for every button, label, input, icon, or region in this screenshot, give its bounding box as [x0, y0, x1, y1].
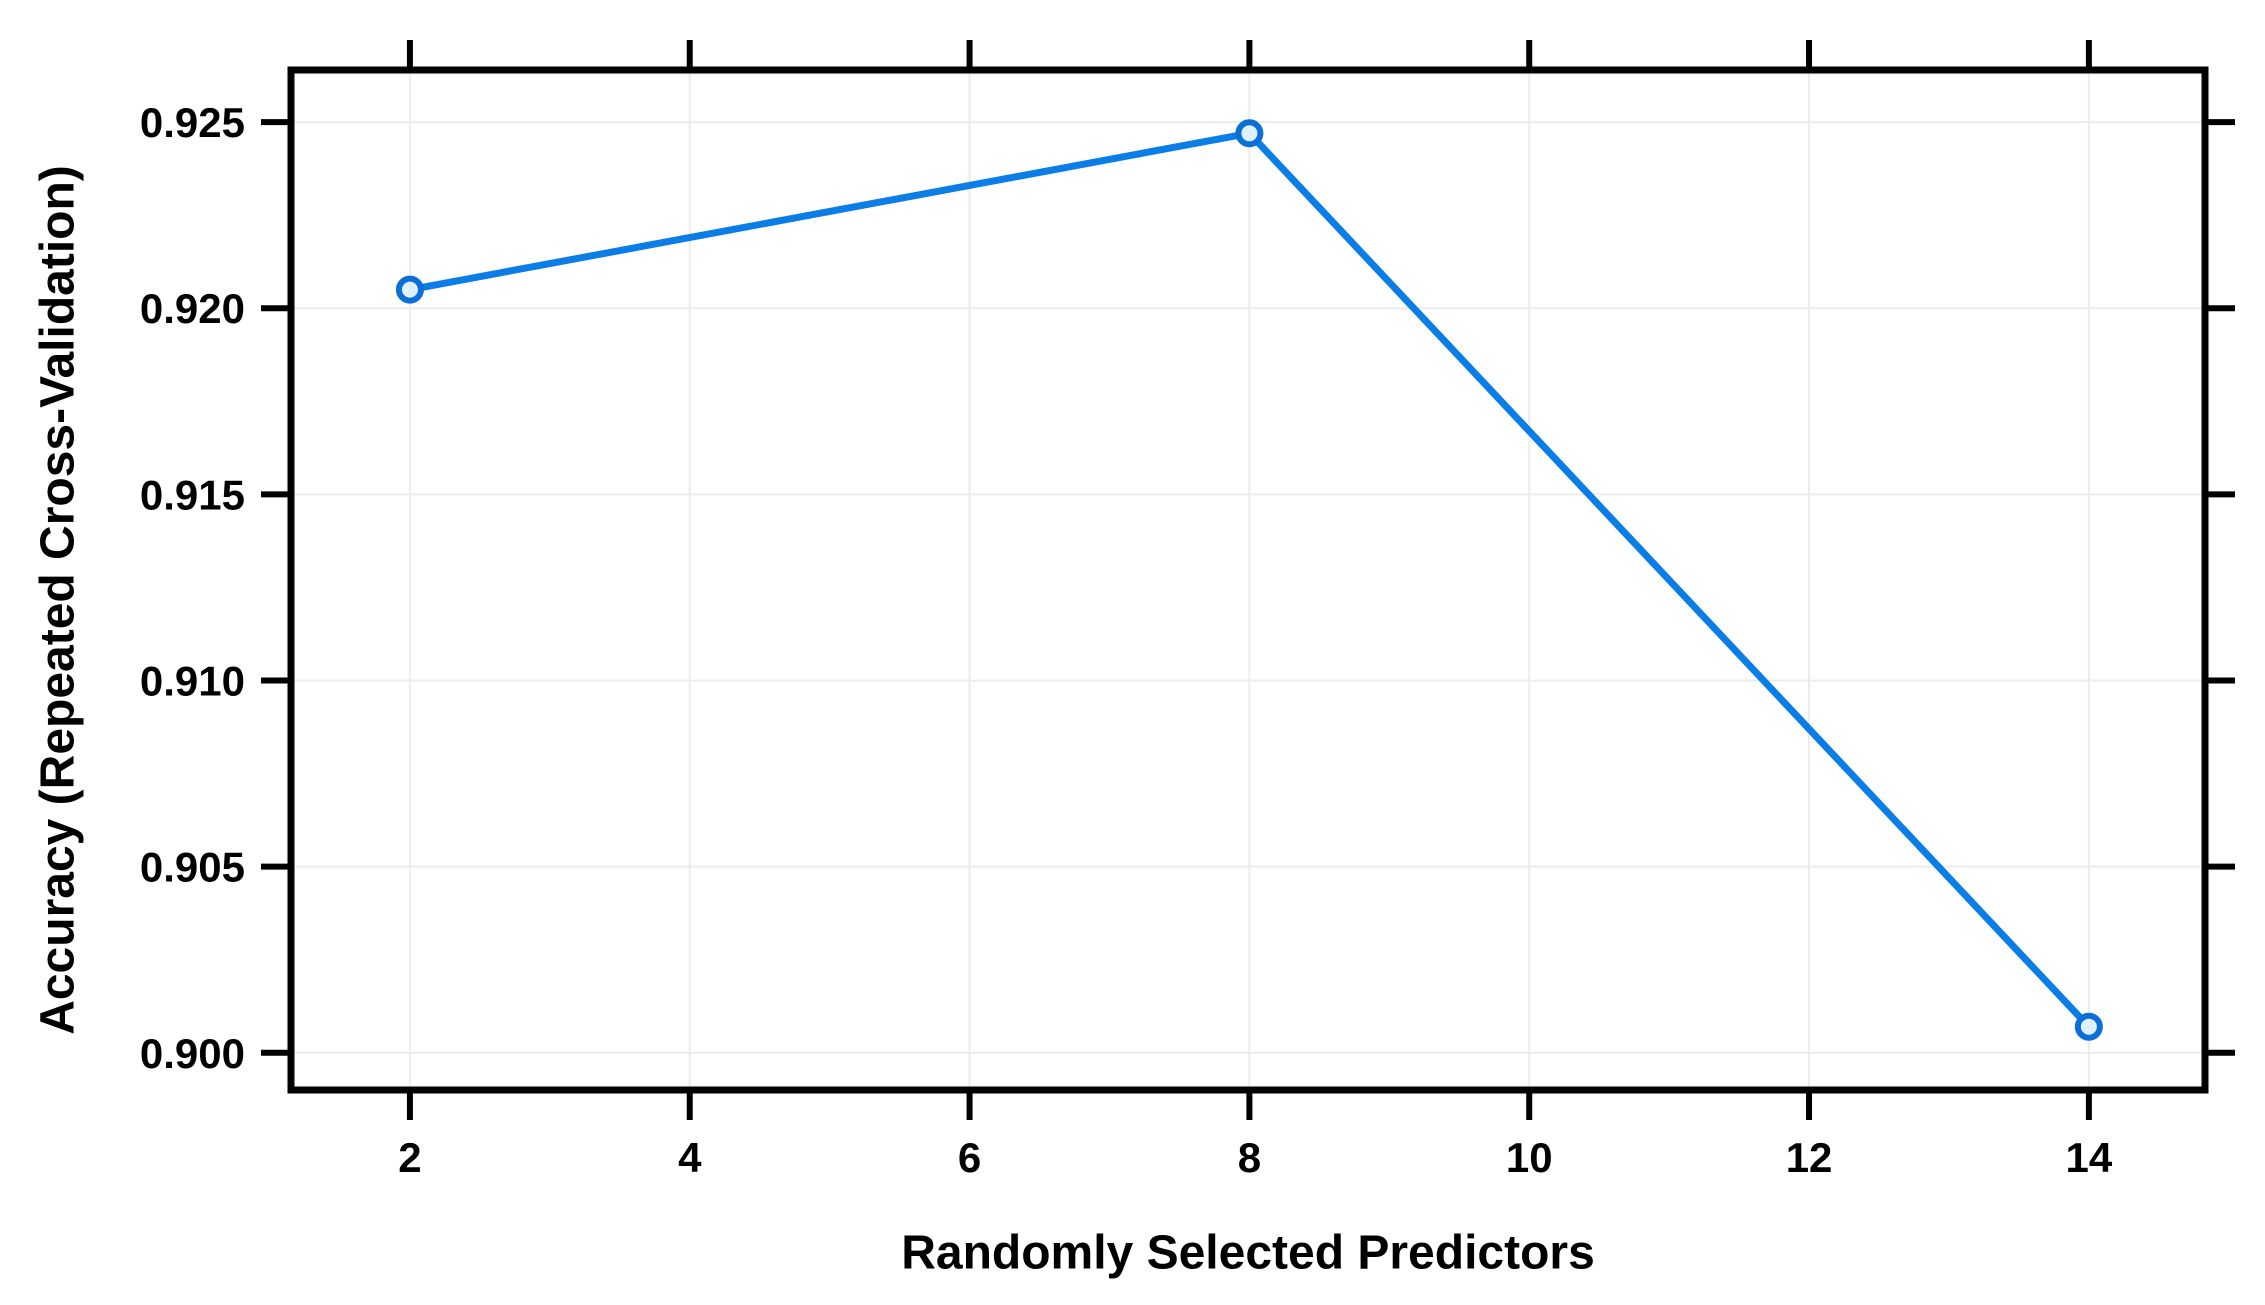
y-tick-label: 0.910: [140, 658, 245, 705]
y-tick-label: 0.915: [140, 471, 245, 518]
y-tick-label: 0.920: [140, 285, 245, 332]
y-axis-title: Accuracy (Repeated Cross-Validation): [31, 165, 85, 1035]
data-point-marker: [2074, 1012, 2103, 1041]
x-tick-label: 12: [1786, 1134, 1833, 1181]
x-tick-label: 4: [678, 1134, 702, 1181]
x-tick-label: 2: [398, 1134, 421, 1181]
y-tick-label: 0.905: [140, 844, 245, 891]
plot-border: [287, 66, 2209, 1094]
x-tick-label: 14: [2066, 1134, 2113, 1181]
y-tick-label: 0.925: [140, 99, 245, 146]
data-point-marker: [395, 275, 424, 304]
y-tick-label: 0.900: [140, 1030, 245, 1077]
x-tick-label: 6: [958, 1134, 981, 1181]
x-tick-label: 10: [1506, 1134, 1553, 1181]
x-tick-label: 8: [1238, 1134, 1261, 1181]
x-axis-title: Randomly Selected Predictors: [901, 1226, 1595, 1280]
data-point-marker: [1235, 119, 1264, 148]
